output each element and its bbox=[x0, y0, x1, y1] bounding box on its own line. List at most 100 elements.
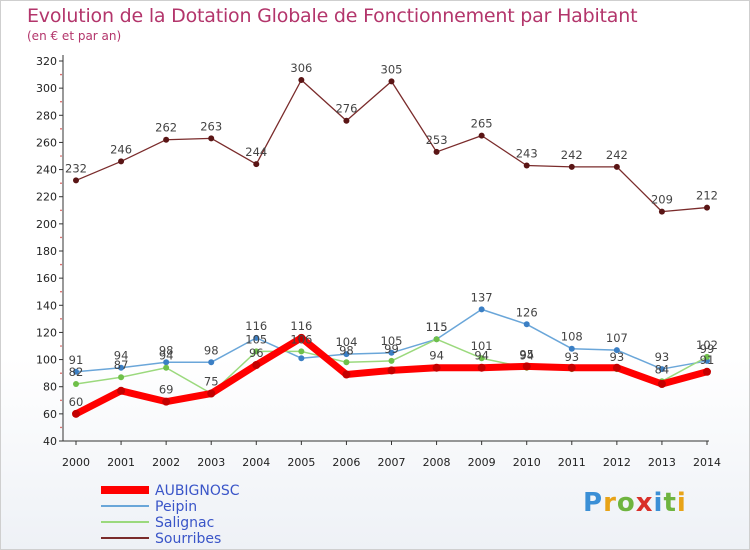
data-point-aubignosc bbox=[522, 362, 531, 371]
data-point-aubignosc bbox=[703, 367, 711, 376]
data-label-sourribes: 262 bbox=[155, 121, 177, 135]
data-label-aubignosc: 95 bbox=[519, 347, 534, 361]
data-point-salignac bbox=[388, 357, 395, 364]
x-tick-label: 2009 bbox=[468, 456, 496, 469]
data-point-salignac bbox=[118, 374, 125, 381]
y-minor-dot bbox=[60, 128, 62, 130]
y-minor-dot bbox=[60, 236, 62, 239]
chart-title: Evolution de la Dotation Globale de Fonc… bbox=[27, 5, 638, 27]
data-label-sourribes: 306 bbox=[290, 61, 312, 75]
data-label-peipin: 98 bbox=[159, 343, 174, 357]
y-tick-label: 260 bbox=[36, 136, 57, 149]
logo-letter: o bbox=[616, 488, 636, 518]
data-point-sourribes bbox=[704, 204, 710, 211]
data-label-salignac: 115 bbox=[426, 320, 448, 334]
logo-letter: r bbox=[603, 488, 617, 518]
data-point-aubignosc bbox=[387, 366, 396, 375]
data-point-peipin bbox=[613, 347, 620, 354]
data-point-salignac bbox=[253, 348, 260, 355]
data-point-peipin bbox=[118, 364, 125, 371]
data-label-peipin: 107 bbox=[606, 331, 628, 345]
y-minor-dot bbox=[60, 290, 62, 293]
data-label-peipin: 98 bbox=[204, 343, 219, 357]
data-label-salignac: 94 bbox=[159, 349, 174, 363]
data-point-aubignosc bbox=[432, 363, 441, 372]
y-tick-label: 320 bbox=[36, 55, 57, 68]
x-tick-label: 2006 bbox=[332, 456, 360, 469]
data-label-sourribes: 253 bbox=[426, 133, 448, 147]
data-label-sourribes: 244 bbox=[245, 145, 267, 159]
data-point-salignac bbox=[298, 348, 305, 355]
data-point-sourribes bbox=[253, 161, 260, 168]
logo-letter: P bbox=[583, 488, 604, 518]
data-label-peipin: 94 bbox=[114, 349, 129, 363]
legend-label-peipin: Peipin bbox=[155, 499, 198, 515]
data-point-aubignosc bbox=[612, 363, 621, 372]
proxiti-logo: Proxiti bbox=[583, 488, 687, 518]
data-label-peipin: 104 bbox=[335, 335, 357, 349]
y-tick-label: 280 bbox=[36, 109, 57, 122]
legend-swatch-peipin bbox=[101, 505, 149, 507]
data-label-aubignosc: 94 bbox=[474, 349, 489, 363]
data-label-aubignosc: 91 bbox=[700, 353, 715, 367]
data-label-peipin: 105 bbox=[381, 334, 403, 348]
data-point-salignac bbox=[73, 381, 79, 387]
data-point-aubignosc bbox=[297, 333, 306, 342]
data-label-peipin: 116 bbox=[245, 319, 267, 333]
data-point-sourribes bbox=[343, 117, 350, 124]
data-point-peipin bbox=[73, 368, 79, 375]
data-point-sourribes bbox=[163, 136, 170, 143]
data-label-sourribes: 305 bbox=[381, 62, 403, 76]
data-point-aubignosc bbox=[567, 363, 576, 372]
y-minor-dot bbox=[60, 372, 62, 374]
logo-letter: x bbox=[635, 488, 654, 518]
y-minor-dot bbox=[60, 426, 62, 429]
data-point-aubignosc bbox=[252, 361, 261, 369]
data-point-sourribes bbox=[388, 78, 395, 85]
chart-subtitle: (en € et par an) bbox=[27, 29, 122, 43]
x-tick-label: 2001 bbox=[107, 456, 135, 469]
y-minor-dot bbox=[60, 100, 62, 103]
data-label-peipin: 99 bbox=[700, 342, 715, 356]
x-tick-label: 2008 bbox=[423, 456, 451, 469]
y-tick-label: 100 bbox=[36, 354, 57, 367]
data-point-sourribes bbox=[658, 208, 665, 215]
data-point-sourribes bbox=[73, 177, 79, 184]
y-minor-dot bbox=[60, 209, 62, 212]
x-tick-label: 2010 bbox=[513, 456, 541, 469]
y-minor-dot bbox=[60, 263, 62, 266]
data-label-sourribes: 212 bbox=[696, 189, 718, 203]
data-point-sourribes bbox=[478, 132, 485, 139]
data-label-peipin: 91 bbox=[69, 353, 84, 367]
legend-label-sourribes: Sourribes bbox=[155, 531, 222, 547]
data-label-sourribes: 246 bbox=[110, 142, 132, 156]
data-label-sourribes: 209 bbox=[651, 193, 673, 207]
data-point-aubignosc bbox=[117, 386, 126, 395]
data-label-sourribes: 243 bbox=[516, 147, 538, 161]
y-tick-label: 40 bbox=[43, 435, 57, 448]
data-label-sourribes: 242 bbox=[561, 148, 583, 162]
data-point-peipin bbox=[523, 321, 530, 328]
data-point-peipin bbox=[163, 359, 170, 366]
y-minor-dot bbox=[60, 73, 62, 76]
data-point-sourribes bbox=[433, 148, 440, 155]
y-tick-label: 240 bbox=[36, 164, 57, 177]
data-label-sourribes: 263 bbox=[200, 119, 222, 133]
data-label-salignac: 93 bbox=[564, 350, 579, 364]
data-label-peipin: 108 bbox=[561, 330, 583, 344]
data-point-salignac bbox=[478, 355, 485, 362]
data-label-sourribes: 242 bbox=[606, 148, 628, 162]
data-label-peipin: 126 bbox=[516, 305, 538, 319]
x-tick-label: 2011 bbox=[558, 456, 586, 469]
legend-swatch-sourribes bbox=[101, 537, 149, 539]
data-point-aubignosc bbox=[162, 397, 171, 406]
series-line-sourribes bbox=[75, 79, 708, 213]
x-tick-label: 2004 bbox=[242, 456, 270, 469]
data-label-salignac: 102 bbox=[696, 338, 718, 352]
data-label-salignac: 87 bbox=[114, 358, 129, 372]
data-point-sourribes bbox=[298, 77, 305, 83]
data-label-peipin: 115 bbox=[426, 320, 448, 334]
data-label-salignac: 101 bbox=[471, 339, 493, 353]
data-point-salignac bbox=[343, 359, 350, 366]
